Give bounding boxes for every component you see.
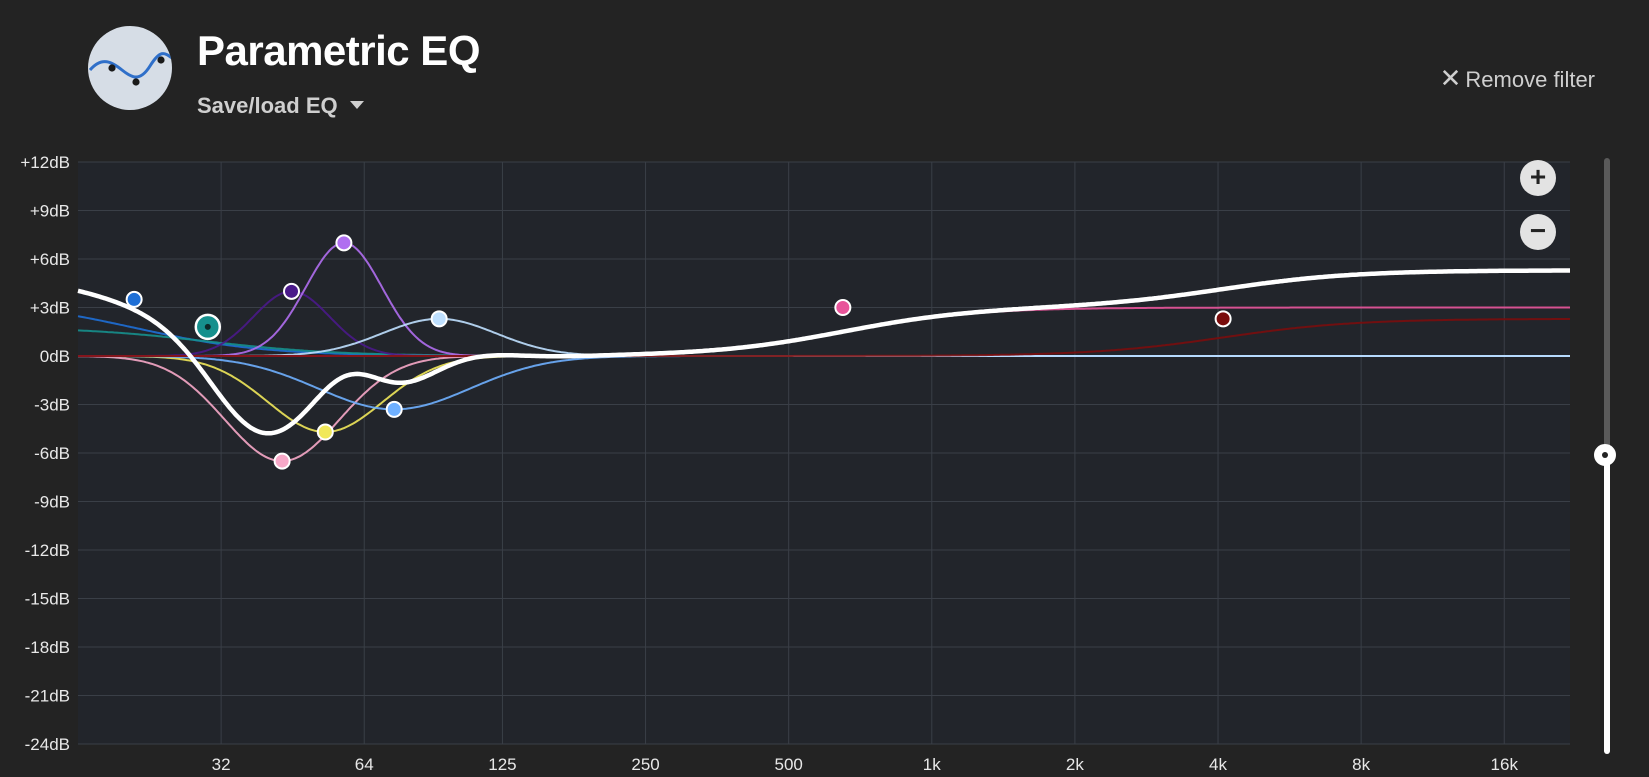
x-tick-label: 32 <box>212 755 231 774</box>
page-title: Parametric EQ <box>197 27 481 74</box>
y-tick-label: -15dB <box>25 590 70 609</box>
x-tick-label: 4k <box>1209 755 1227 774</box>
eq-header: Parametric EQ Save/load EQ ✕ Remove filte… <box>0 0 1649 150</box>
filter-handle[interactable] <box>283 282 301 300</box>
y-tick-label: 0dB <box>40 347 70 366</box>
x-tick-label: 250 <box>631 755 659 774</box>
eq-curve-icon <box>88 26 172 110</box>
x-tick-label: 1k <box>923 755 941 774</box>
filter-handle[interactable] <box>273 452 291 470</box>
x-tick-label: 8k <box>1352 755 1370 774</box>
zoom-out-button[interactable]: − <box>1520 214 1556 250</box>
remove-filter-button[interactable]: ✕ Remove filter <box>1440 64 1595 94</box>
y-tick-label: +9dB <box>30 202 70 221</box>
filter-handle[interactable] <box>125 290 143 308</box>
filter-handle[interactable] <box>834 299 852 316</box>
x-tick-label: 64 <box>355 755 374 774</box>
y-tick-label: +3dB <box>30 299 70 318</box>
filter-handle[interactable] <box>430 310 448 328</box>
total-response-curve <box>77 268 1571 436</box>
gain-range-fill <box>1604 455 1610 754</box>
eq-graph[interactable]: +12dB +9dB +6dB +3dB 0dB -3dB -6dB -9dB -12dB -15… <box>0 150 1649 777</box>
caret-down-icon <box>349 101 364 110</box>
y-tick-label: +12dB <box>20 153 70 172</box>
gain-range-handle[interactable] <box>1594 444 1616 466</box>
y-tick-label: -18dB <box>25 638 70 657</box>
y-tick-label: -12dB <box>25 541 70 560</box>
filter-response-curve <box>78 318 1570 357</box>
filter-handle[interactable] <box>1214 310 1232 328</box>
filter-handle[interactable] <box>335 234 353 252</box>
zoom-in-button[interactable]: + <box>1520 160 1556 196</box>
y-tick-label: -3dB <box>34 396 70 415</box>
remove-filter-label: Remove filter <box>1465 67 1595 92</box>
save-load-eq-label: Save/load EQ <box>197 93 338 118</box>
filter-handle-dot <box>204 323 211 330</box>
x-tick-label: 16k <box>1491 755 1519 774</box>
y-tick-label: -6dB <box>34 444 70 463</box>
x-tick-label: 500 <box>774 755 802 774</box>
y-tick-label: -24dB <box>25 735 70 754</box>
close-icon: ✕ <box>1439 63 1462 93</box>
x-tick-label: 125 <box>488 755 516 774</box>
y-tick-label: -9dB <box>34 493 70 512</box>
x-tick-label: 2k <box>1066 755 1084 774</box>
filter-handle[interactable] <box>316 423 334 441</box>
y-tick-label: +6dB <box>30 250 70 269</box>
filter-handle[interactable] <box>385 400 403 418</box>
save-load-eq-dropdown[interactable]: Save/load EQ <box>197 92 364 120</box>
eq-graph-svg[interactable]: +12dB +9dB +6dB +3dB 0dB -3dB -6dB -9dB -12dB -15… <box>0 150 1649 777</box>
y-tick-label: -21dB <box>25 687 70 706</box>
